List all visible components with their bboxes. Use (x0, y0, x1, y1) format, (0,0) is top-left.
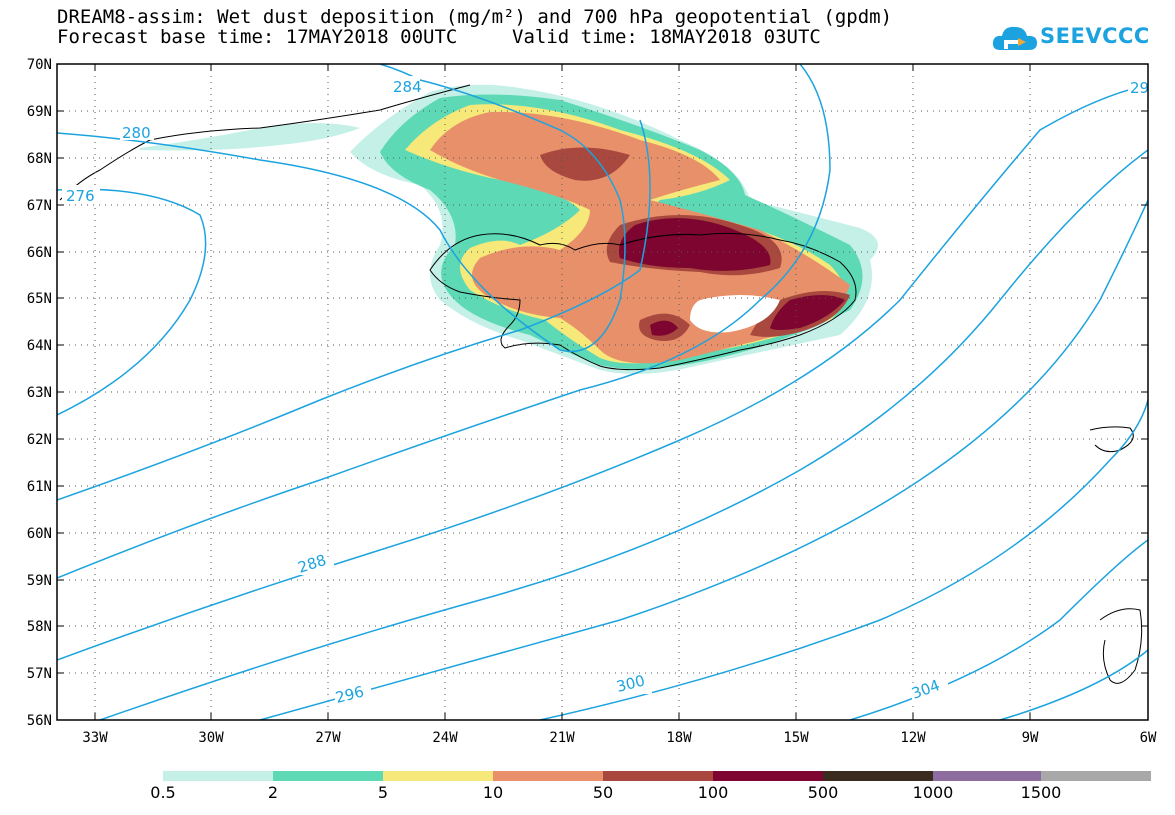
dust-deposition-field (140, 84, 878, 375)
lat-label: 58N (27, 619, 52, 635)
legend-tick-label: 1500 (1020, 783, 1062, 802)
lon-label: 24W (432, 730, 458, 746)
lat-label: 69N (27, 104, 52, 120)
cloud-icon (992, 26, 1037, 50)
lat-label: 65N (27, 291, 52, 307)
lon-label: 6W (1140, 730, 1157, 746)
legend-swatch (823, 771, 933, 781)
lon-label: 12W (900, 730, 926, 746)
legend-tick-label: 5 (377, 783, 389, 802)
legend-swatch (603, 771, 713, 781)
lon-label: 9W (1022, 730, 1039, 746)
legend-tick-label: 50 (592, 783, 614, 802)
legend-tick-label: 10 (482, 783, 504, 802)
lat-label: 56N (27, 713, 52, 729)
valid-time: Valid time: 18MAY2018 03UTC (512, 26, 821, 48)
lon-label: 21W (549, 730, 575, 746)
legend-tick-label: 1000 (912, 783, 954, 802)
contour-label-284: 284 (393, 78, 422, 96)
contour-labels: 284 280 276 288 296 300 304 29 (62, 76, 1149, 707)
lat-label: 68N (27, 151, 52, 167)
legend-tick-label: 500 (807, 783, 839, 802)
logo-text: SEEVCCC (1040, 24, 1150, 48)
legend-tick-label: 0.5 (150, 783, 176, 802)
lat-label: 63N (27, 385, 52, 401)
lat-label: 61N (27, 479, 52, 495)
map-title: DREAM8-assim: Wet dust deposition (mg/m²… (57, 6, 893, 28)
lon-label: 30W (198, 730, 224, 746)
legend-tick-label: 100 (697, 783, 729, 802)
contour-label-276: 276 (66, 187, 95, 205)
lon-label: 27W (315, 730, 341, 746)
lat-label: 59N (27, 573, 52, 589)
lat-label: 64N (27, 338, 52, 354)
legend-swatch (1041, 771, 1151, 781)
contour-label-280: 280 (122, 124, 151, 142)
lat-label: 62N (27, 432, 52, 448)
lon-label: 15W (783, 730, 809, 746)
lat-label: 57N (27, 666, 52, 682)
legend-swatch (493, 771, 603, 781)
latitude-labels: 70N 69N 68N 67N 66N 65N 64N 63N 62N 61N … (27, 57, 52, 729)
legend-colorbar (163, 771, 1151, 781)
lat-label: 66N (27, 245, 52, 261)
longitude-labels: 33W 30W 27W 24W 21W 18W 15W 12W 9W 6W (82, 730, 1157, 746)
lat-label: 60N (27, 526, 52, 542)
graticule (57, 64, 1148, 720)
lat-label: 67N (27, 198, 52, 214)
legend-swatch (933, 771, 1041, 781)
contour-label-29: 29 (1130, 79, 1149, 97)
geopotential-contours (57, 64, 1148, 720)
legend-tick-label: 2 (267, 783, 279, 802)
legend-swatch (163, 771, 273, 781)
legend-swatch (273, 771, 383, 781)
forecast-base-time: Forecast base time: 17MAY2018 00UTC Valid… (57, 26, 821, 48)
lon-label: 18W (666, 730, 692, 746)
coastlines (59, 84, 1143, 684)
lat-label: 70N (27, 57, 52, 73)
lon-label: 33W (82, 730, 108, 746)
axis-ticks (57, 64, 1148, 720)
legend-swatch (383, 771, 493, 781)
seevccc-logo: SEEVCCC (992, 22, 1152, 56)
base-time-text: Forecast base time: 17MAY2018 00UTC (57, 26, 458, 48)
legend-swatch (713, 771, 823, 781)
